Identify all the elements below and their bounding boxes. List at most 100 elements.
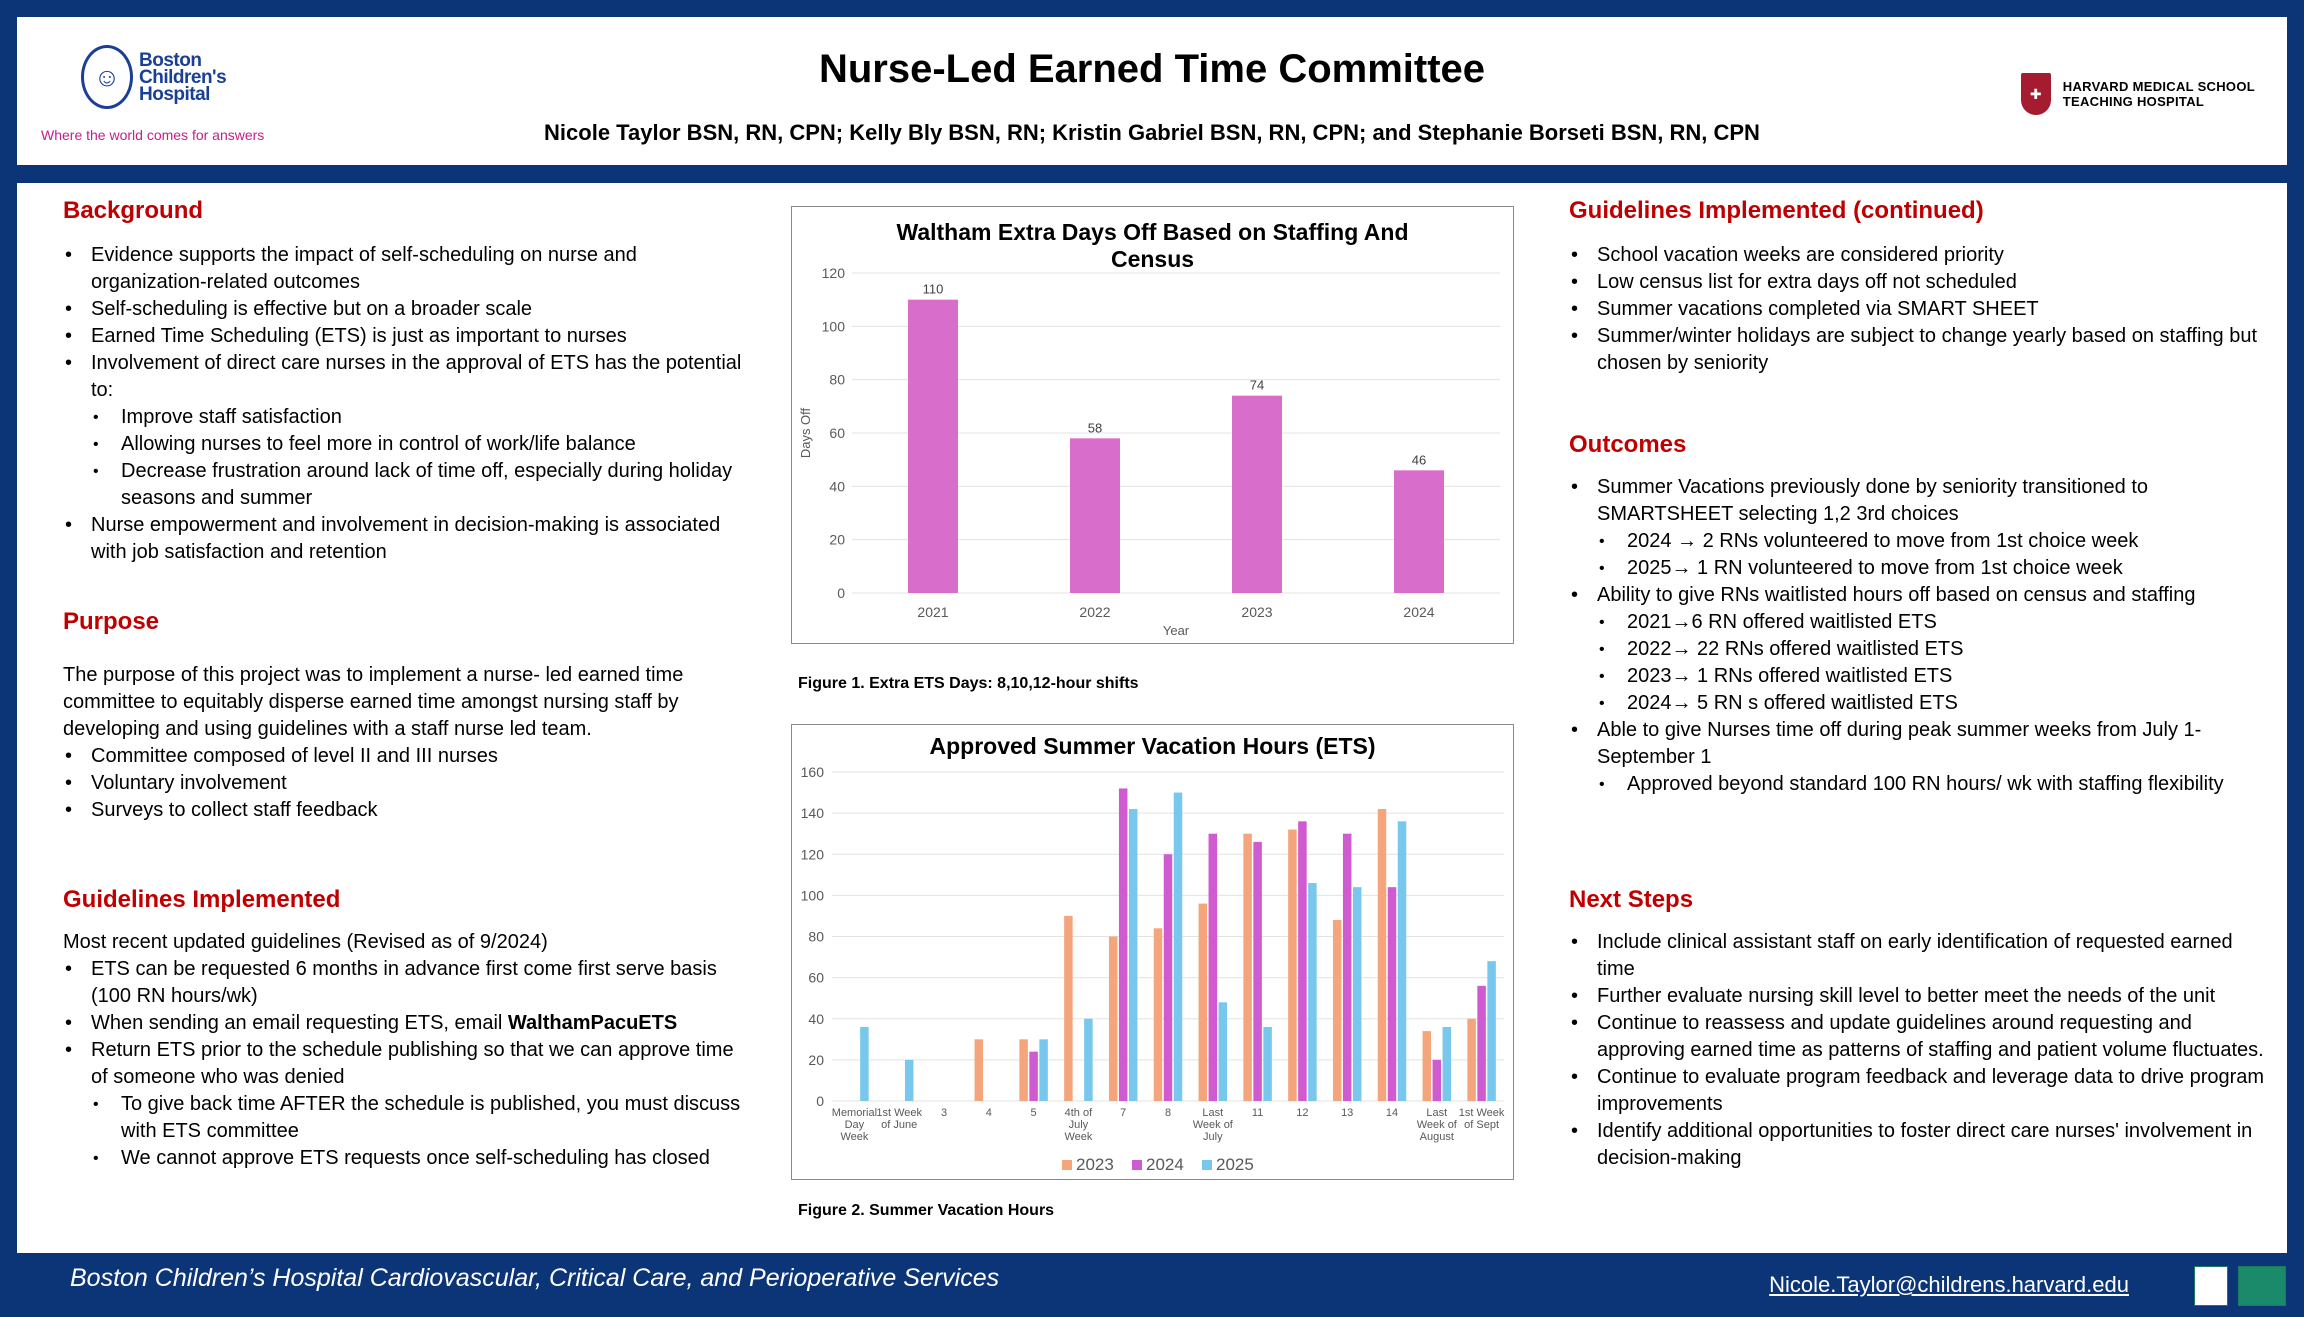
bar-2024: [1387, 887, 1397, 1101]
y-tick-label: 100: [822, 318, 846, 334]
bar-2025: [1084, 1018, 1093, 1101]
x-tick-label: Last: [1202, 1107, 1223, 1119]
list-item: Able to give Nurses time off during peak…: [1569, 717, 2269, 771]
bar: [1232, 395, 1282, 593]
x-tick-label: 12: [1296, 1107, 1308, 1119]
list-item: Surveys to collect staff feedback: [63, 797, 753, 824]
purpose-section: The purpose of this project was to imple…: [63, 662, 753, 824]
logo-line-1: Boston: [139, 49, 202, 71]
footer-badges: [2194, 1266, 2286, 1306]
y-tick-label: 60: [829, 425, 845, 441]
x-tick-label: 4th of: [1065, 1107, 1093, 1119]
bar-2023: [974, 1039, 984, 1101]
x-tick-label: Memorial: [832, 1107, 877, 1119]
next-steps-section: Include clinical assistant staff on earl…: [1569, 929, 2269, 1172]
x-tick-label: 2022: [1079, 604, 1110, 620]
list-item: Include clinical assistant staff on earl…: [1569, 929, 2269, 983]
list-item: Continue to evaluate program feedback an…: [1569, 1064, 2269, 1118]
x-tick-label: 11: [1252, 1107, 1263, 1119]
bar: [1394, 470, 1444, 593]
background-heading: Background: [63, 197, 204, 224]
y-tick-label: 120: [822, 265, 846, 281]
bar-2024: [1298, 821, 1307, 1101]
bar-2024: [1029, 1051, 1038, 1101]
poster-body: Background Evidence supports the impact …: [17, 183, 2287, 1253]
x-tick-label: 7: [1120, 1107, 1126, 1119]
x-tick-label: Week: [1064, 1131, 1092, 1143]
list-subitem: 2023→ 1 RNs offered waitlisted ETS: [1569, 663, 2269, 690]
x-tick-label: 13: [1341, 1107, 1353, 1119]
bar-2023: [1467, 1018, 1476, 1101]
award-badge-icon: [2194, 1266, 2228, 1306]
bar-2025: [1263, 1026, 1272, 1101]
x-tick-label: 1st Week: [1459, 1107, 1505, 1119]
poster-authors: Nicole Taylor BSN, RN, CPN; Kelly Bly BS…: [544, 120, 1760, 145]
guidelines-continued-heading: Guidelines Implemented (continued): [1569, 197, 1984, 224]
email-address: WalthamPacuETS: [507, 1012, 678, 1034]
bar-2024: [1342, 833, 1352, 1101]
list-subitem: Decrease frustration around lack of time…: [63, 458, 753, 512]
harvard-shield-icon: ✚: [2020, 73, 2051, 115]
list-item: Further evaluate nursing skill level to …: [1569, 983, 2269, 1010]
bar-2025: [1397, 821, 1407, 1101]
y-axis-label: Days Off: [798, 407, 813, 458]
guidelines-heading: Guidelines Implemented: [63, 886, 341, 913]
y-tick-label: 140: [801, 805, 825, 821]
bar-2023: [1332, 920, 1342, 1101]
bch-logo: ☺ Boston Children's Hospital: [81, 45, 227, 109]
x-tick-label: of Sept: [1464, 1119, 1499, 1131]
email-instruction: When sending an email requesting ETS, em…: [91, 1012, 508, 1034]
bar-2023: [1153, 928, 1163, 1101]
legend-swatch: [1062, 1160, 1072, 1170]
x-tick-label: 3: [941, 1107, 947, 1119]
bar-2024: [1208, 833, 1218, 1101]
figure2-caption: Figure 2. Summer Vacation Hours: [798, 1202, 1055, 1219]
list-item: Self-scheduling is effective but on a br…: [63, 296, 753, 323]
x-tick-label: 2023: [1241, 604, 1272, 620]
magnet-badge-icon: [2238, 1266, 2286, 1306]
list-item: Return ETS prior to the schedule publish…: [63, 1037, 753, 1091]
y-tick-label: 20: [808, 1052, 824, 1068]
x-tick-label: Week: [840, 1131, 868, 1143]
next-steps-heading: Next Steps: [1569, 886, 1694, 913]
x-tick-label: 5: [1031, 1107, 1037, 1119]
x-tick-label: July: [1203, 1131, 1223, 1143]
list-item: Voluntary involvement: [63, 770, 753, 797]
bar-2025: [1173, 792, 1183, 1101]
x-tick-label: 14: [1386, 1107, 1398, 1119]
y-tick-label: 120: [801, 846, 825, 862]
list-item: Ability to give RNs waitlisted hours off…: [1569, 582, 2269, 609]
list-subitem: Allowing nurses to feel more in control …: [63, 431, 753, 458]
bar-2025: [1442, 1026, 1452, 1101]
y-tick-label: 160: [801, 764, 825, 780]
summer-vacation-chart: Approved Summer Vacation Hours (ETS) 0 20…: [791, 724, 1514, 1180]
data-label: 74: [1250, 378, 1264, 393]
bar-2025: [1308, 883, 1317, 1101]
guidelines-continued-section: School vacation weeks are considered pri…: [1569, 242, 2269, 377]
x-tick-label: Week of: [1193, 1119, 1234, 1131]
y-tick-label: 40: [808, 1011, 824, 1027]
footer-department: Boston Children’s Hospital Cardiovascula…: [70, 1264, 1000, 1292]
list-subitem: 2024 → 2 RNs volunteered to move from 1s…: [1569, 528, 2269, 555]
bar-2025: [860, 1026, 869, 1101]
y-tick-label: 20: [829, 532, 845, 548]
bar-2025: [1487, 961, 1496, 1101]
legend-swatch: [1202, 1160, 1212, 1170]
bar: [908, 299, 958, 593]
x-tick-label: Last: [1426, 1107, 1447, 1119]
bar-2024: [1477, 985, 1486, 1101]
list-subitem: 2022→ 22 RNs offered waitlisted ETS: [1569, 636, 2269, 663]
data-label: 58: [1088, 420, 1102, 435]
footer-email-link[interactable]: Nicole.Taylor@childrens.harvard.edu: [1769, 1272, 2129, 1297]
guidelines-intro: Most recent updated guidelines (Revised …: [63, 931, 548, 953]
list-item: Earned Time Scheduling (ETS) is just as …: [63, 323, 753, 350]
list-item: ETS can be requested 6 months in advance…: [63, 956, 753, 1010]
x-tick-label: of June: [881, 1119, 917, 1131]
list-item: Summer/winter holidays are subject to ch…: [1569, 323, 2269, 377]
list-item: Nurse empowerment and involvement in dec…: [63, 512, 753, 566]
y-tick-label: 0: [816, 1093, 824, 1109]
y-tick-label: 40: [829, 478, 845, 494]
poster-title: Nurse-Led Earned Time Committee: [818, 47, 1486, 91]
logo-line-3: Hospital: [139, 83, 210, 105]
list-subitem: 2025→ 1 RN volunteered to move from 1st …: [1569, 555, 2269, 582]
